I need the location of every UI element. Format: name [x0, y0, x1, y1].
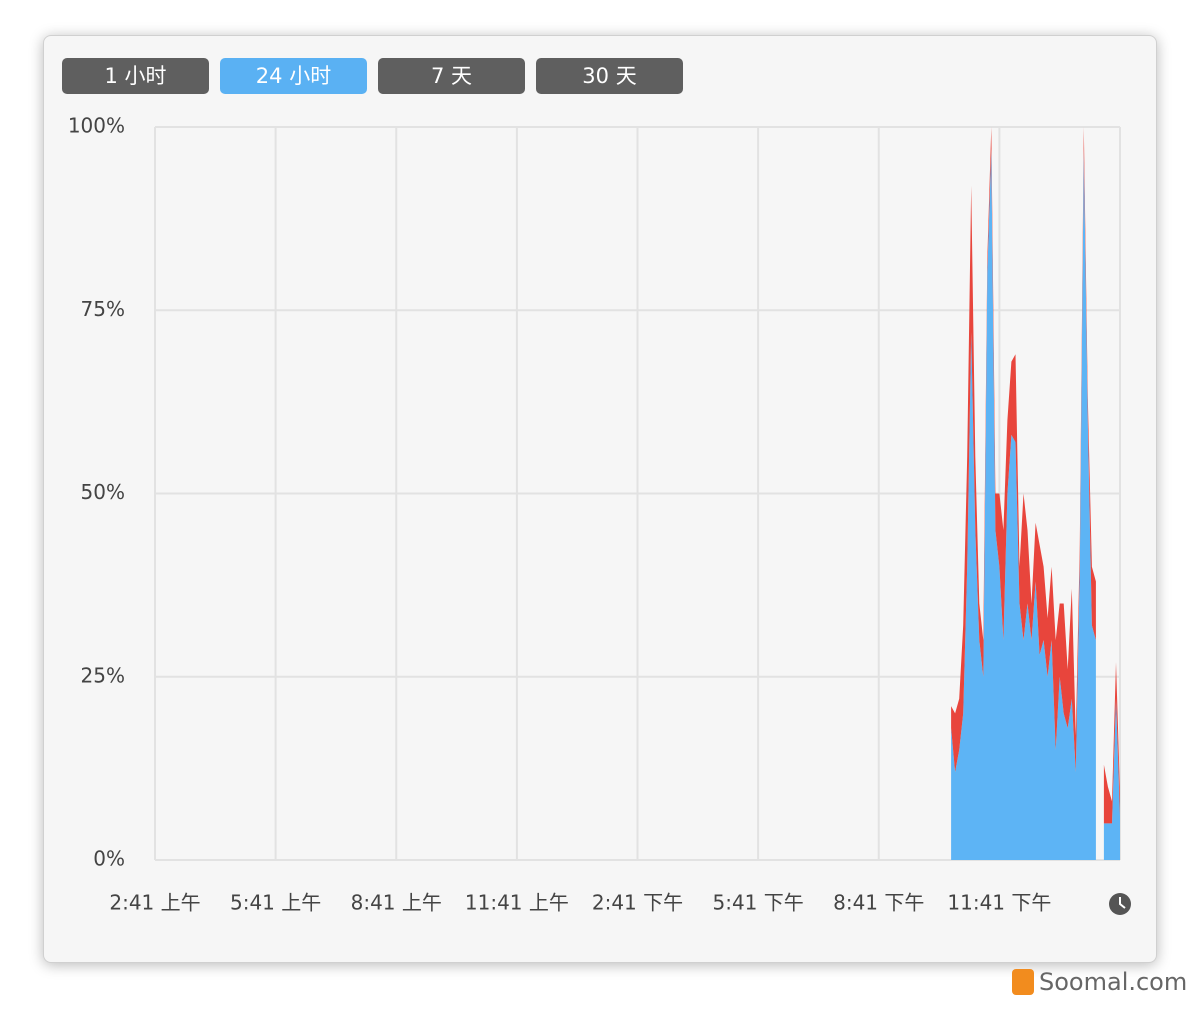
range-button[interactable]: 7 天 — [378, 58, 525, 94]
range-button[interactable]: 24 小时 — [220, 58, 367, 94]
x-tick-label: 11:41 下午 — [947, 891, 1051, 915]
x-tick-label: 2:41 上午 — [109, 891, 200, 915]
y-tick-label: 75% — [81, 297, 125, 321]
x-tick-label: 8:41 上午 — [351, 891, 442, 915]
area — [951, 127, 1120, 824]
clock-icon — [1109, 893, 1131, 915]
watermark-icon — [1012, 969, 1034, 995]
x-tick-label: 5:41 上午 — [230, 891, 321, 915]
watermark: Soomal.com — [1012, 968, 1187, 996]
y-tick-label: 50% — [81, 480, 125, 504]
watermark-text: Soomal.com — [1039, 968, 1188, 996]
range-button[interactable]: 30 天 — [536, 58, 683, 94]
y-tick-label: 0% — [93, 847, 125, 871]
y-tick-label: 25% — [81, 663, 125, 687]
x-tick-label: 8:41 下午 — [833, 891, 924, 915]
y-tick-label: 100% — [68, 114, 125, 138]
x-tick-label: 11:41 上午 — [465, 891, 569, 915]
x-tick-label: 2:41 下午 — [592, 891, 683, 915]
range-button[interactable]: 1 小时 — [62, 58, 209, 94]
area — [951, 149, 1120, 860]
x-tick-label: 5:41 下午 — [712, 891, 803, 915]
